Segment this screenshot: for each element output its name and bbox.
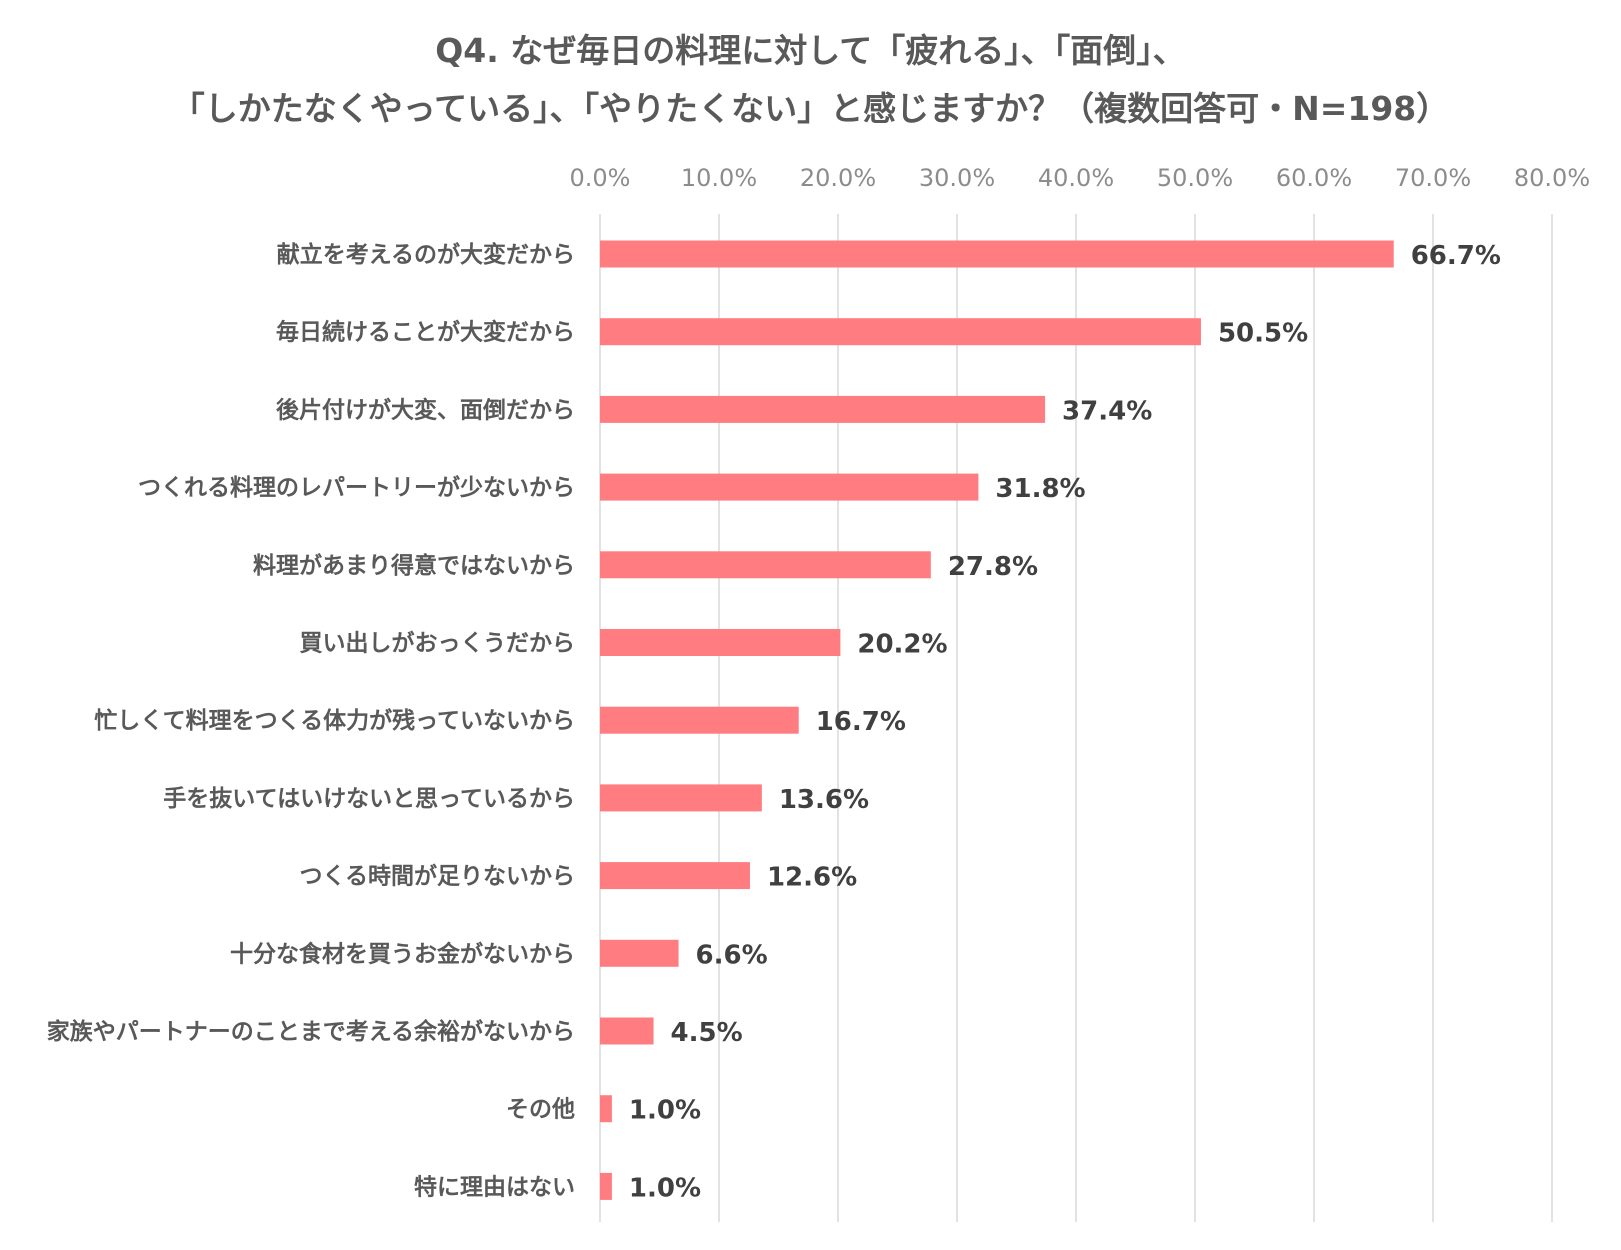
value-label: 13.6%: [779, 785, 869, 815]
value-label: 6.6%: [696, 940, 768, 970]
value-label: 66.7%: [1411, 241, 1501, 271]
chart-title-line-1: Q4. なぜ毎日の料理に対して「疲れる」、「面倒」、: [435, 31, 1186, 70]
bar: [600, 551, 931, 579]
bar: [600, 395, 1046, 423]
bar: [600, 1172, 612, 1200]
bar: [600, 1095, 612, 1123]
x-tick-label: 40.0%: [1038, 164, 1114, 192]
bar: [600, 939, 679, 967]
category-label: つくる時間が足りないから: [299, 863, 575, 890]
bar: [600, 318, 1201, 346]
value-label: 16.7%: [816, 707, 906, 737]
bar: [600, 240, 1394, 268]
x-tick-label: 10.0%: [681, 164, 757, 192]
value-label: 12.6%: [767, 863, 857, 893]
category-label: 料理があまり得意ではないから: [253, 552, 575, 579]
x-tick-label: 80.0%: [1514, 164, 1590, 192]
x-tick-label: 30.0%: [919, 164, 995, 192]
value-label: 27.8%: [948, 552, 1038, 582]
category-label: 家族やパートナーのことまで考える余裕がないから: [47, 1018, 575, 1045]
category-label: 後片付けが大変、面倒だから: [276, 396, 575, 423]
bars: [600, 240, 1394, 1200]
category-label: 十分な食材を買うお金がないから: [230, 940, 575, 967]
value-label: 20.2%: [857, 630, 947, 660]
category-label: つくれる料理のレパートリーが少ないから: [138, 474, 575, 501]
x-axis-ticks: 0.0% 10.0% 20.0% 30.0% 40.0% 50.0% 60.0% 70.0% 8…: [570, 164, 1591, 192]
value-label: 31.8%: [995, 474, 1085, 504]
category-label: 献立を考えるのが大変だから: [277, 241, 575, 268]
chart-title: Q4. なぜ毎日の料理に対して「疲れる」、「面倒」、 「しかたなくやっている」、…: [0, 22, 1621, 138]
category-label: 手を抜いてはいけないと思っているから: [163, 785, 575, 812]
x-tick-label: 20.0%: [800, 164, 876, 192]
bar: [600, 629, 841, 656]
category-labels: 献立を考えるのが大変だから毎日続けることが大変だから後片付けが大変、面倒だからつ…: [47, 241, 575, 1200]
bar: [600, 862, 750, 890]
bar: [600, 784, 762, 812]
bar: [600, 1017, 654, 1045]
bar: [600, 473, 979, 501]
value-label: 37.4%: [1062, 396, 1152, 426]
value-label: 1.0%: [629, 1173, 701, 1203]
x-tick-label: 60.0%: [1276, 164, 1352, 192]
value-labels: 66.7% 50.5% 37.4% 31.8% 27.8% 20.2% 16.7% 13.6%…: [629, 241, 1501, 1203]
category-label: その他: [506, 1097, 575, 1123]
bar: [600, 706, 799, 734]
gridlines: [599, 214, 1553, 1222]
category-label: 忙しくて料理をつくる体力が残っていないから: [94, 707, 575, 734]
x-tick-label: 0.0%: [570, 164, 631, 192]
category-label: 特に理由はない: [414, 1174, 575, 1200]
value-label: 50.5%: [1218, 319, 1308, 349]
category-label: 買い出しがおっくうだから: [299, 630, 575, 657]
chart-title-line-2: 「しかたなくやっている」、「やりたくない」と感じますか？（複数回答可・N=198…: [171, 89, 1450, 128]
category-label: 毎日続けることが大変だから: [276, 319, 575, 346]
x-tick-label: 50.0%: [1157, 164, 1233, 192]
x-tick-label: 70.0%: [1395, 164, 1471, 192]
value-label: 4.5%: [671, 1018, 743, 1048]
value-label: 1.0%: [629, 1096, 701, 1126]
